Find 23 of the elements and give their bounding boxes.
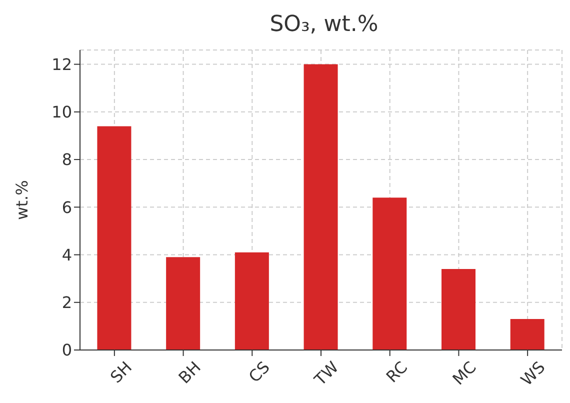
- y-axis-title: wt.%: [12, 180, 32, 220]
- bar: [97, 126, 132, 350]
- y-tick-label: 2: [62, 293, 72, 312]
- x-tick-label: TW: [310, 358, 342, 390]
- bar: [510, 319, 544, 350]
- bar: [304, 64, 338, 350]
- x-tick-label: BH: [174, 358, 204, 388]
- y-tick-label: 10: [52, 102, 72, 122]
- chart-title: SO₃, wt.%: [268, 12, 380, 37]
- x-tick-label: MC: [448, 358, 480, 389]
- x-tick-label: RC: [382, 358, 412, 386]
- y-tick-label: 4: [62, 245, 72, 264]
- y-tick-label: 6: [62, 198, 72, 217]
- x-tick-label: WS: [516, 358, 549, 390]
- bar: [442, 269, 476, 350]
- y-tick-label: 0: [62, 340, 72, 360]
- x-tick-label: CS: [244, 358, 274, 386]
- bar: [372, 198, 407, 350]
- y-tick-label: 8: [62, 150, 72, 170]
- y-tick-label: 12: [52, 54, 72, 74]
- bar: [166, 257, 200, 350]
- bar: [234, 252, 269, 350]
- x-tick-label: SH: [106, 358, 136, 387]
